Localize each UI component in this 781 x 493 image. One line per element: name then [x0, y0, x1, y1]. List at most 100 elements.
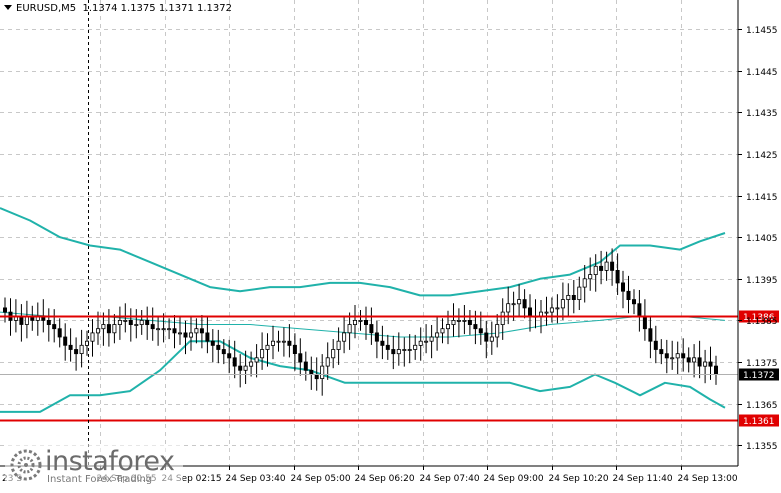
level-badge: [739, 414, 779, 427]
candle: [63, 323, 68, 361]
candle: [139, 310, 144, 335]
candle: [287, 324, 292, 358]
candle: [123, 303, 128, 333]
candle: [298, 338, 303, 376]
logo-wordmark: instaforex: [45, 446, 175, 477]
chart-grid: [0, 0, 738, 466]
candle-body-bearish: [615, 269, 620, 284]
price-tick-label: 1.1415: [746, 193, 778, 203]
candle: [670, 340, 675, 370]
candle: [145, 306, 150, 340]
candle-body-bullish: [402, 349, 407, 351]
candle-body-bearish: [227, 353, 232, 359]
candle: [74, 337, 79, 371]
price-tick-label: 1.1405: [746, 234, 778, 244]
candle-body-bullish: [276, 340, 281, 343]
candle: [489, 321, 494, 355]
candle: [555, 294, 560, 324]
time-tick-label: 24 Sep 10:20: [549, 474, 609, 484]
candle-body-bullish: [517, 299, 522, 305]
candle-body-bullish: [495, 324, 500, 338]
candle-body-bullish: [456, 319, 461, 322]
candle-body-bearish: [68, 344, 73, 350]
candle: [254, 344, 259, 378]
candle: [216, 329, 221, 364]
candle: [391, 335, 396, 370]
candle-body-bullish: [604, 261, 609, 271]
price-tick-label: 1.1455: [746, 26, 778, 36]
candle-body-bearish: [714, 365, 719, 375]
candle: [358, 310, 363, 331]
candle-body-bearish: [528, 307, 533, 317]
candle: [582, 265, 587, 303]
level-badge: [739, 310, 779, 323]
candle: [172, 315, 177, 349]
candle-body-bullish: [265, 344, 270, 350]
candle-body-bullish: [243, 365, 248, 371]
candle: [429, 325, 434, 359]
candle-body-bullish: [544, 311, 549, 314]
candle: [593, 254, 598, 292]
candle-body-bearish: [145, 319, 150, 325]
candle-body-bullish: [270, 340, 275, 346]
candle: [3, 297, 8, 323]
candle-body-bullish: [424, 340, 429, 343]
candle-body-bullish: [413, 344, 418, 350]
candle-body-bullish: [396, 349, 401, 355]
candle-body-bearish: [369, 324, 374, 334]
time-tick-label: 24 Sep 02:15: [162, 474, 222, 484]
candle-body-bullish: [320, 365, 325, 380]
time-tick-label: 24 Sep 07:40: [420, 474, 480, 484]
instaforex-logo: instaforex Instant Forex Trading: [5, 444, 183, 486]
candle-body-bearish: [648, 328, 653, 342]
candle: [336, 327, 341, 365]
candle: [249, 351, 254, 377]
candle: [232, 340, 237, 379]
candle-body-bearish: [484, 332, 489, 342]
candle-body-bearish: [686, 357, 691, 363]
candle-body-bearish: [664, 353, 669, 359]
candle: [588, 257, 593, 291]
candle: [194, 318, 199, 344]
candle: [134, 309, 139, 339]
candle-body-bullish: [703, 361, 708, 367]
candle-body-bearish: [183, 332, 188, 338]
candle: [456, 308, 461, 338]
candle: [544, 296, 549, 326]
candle: [276, 330, 281, 352]
candle: [112, 314, 117, 344]
candle-body-bullish: [358, 319, 363, 322]
candle: [260, 332, 265, 370]
candle-body-bullish: [352, 319, 357, 325]
candle-body-bearish: [610, 261, 615, 271]
current-price-badge: [739, 368, 779, 381]
candle: [227, 339, 232, 374]
candle: [156, 316, 161, 346]
dropdown-triangle-icon[interactable]: [4, 5, 12, 10]
candle-body-bullish: [692, 357, 697, 363]
candle: [495, 314, 500, 348]
price-tick-label: 1.1365: [746, 401, 778, 411]
candle: [692, 344, 697, 378]
candle-body-bullish: [511, 303, 516, 306]
candle: [270, 325, 275, 360]
candle-body-bearish: [221, 349, 226, 355]
candle-body-bearish: [363, 319, 368, 325]
instaforex-logo-icon: [10, 449, 42, 481]
candle-body-bullish: [407, 349, 412, 351]
price-tick-label: 1.1445: [746, 68, 778, 78]
time-tick-label: 24 Sep 06:20: [355, 474, 415, 484]
candle-body-bearish: [106, 324, 111, 334]
time-tick-label: 24 Sep 13:00: [678, 474, 738, 484]
candle: [402, 337, 407, 367]
candle: [46, 308, 51, 342]
candle: [577, 276, 582, 310]
candle-body-bearish: [467, 319, 472, 325]
candle: [571, 280, 576, 314]
candle: [68, 328, 73, 362]
candle: [549, 297, 554, 323]
time-tick-label: 24 Sep 09:00: [484, 474, 544, 484]
candle: [500, 298, 505, 340]
